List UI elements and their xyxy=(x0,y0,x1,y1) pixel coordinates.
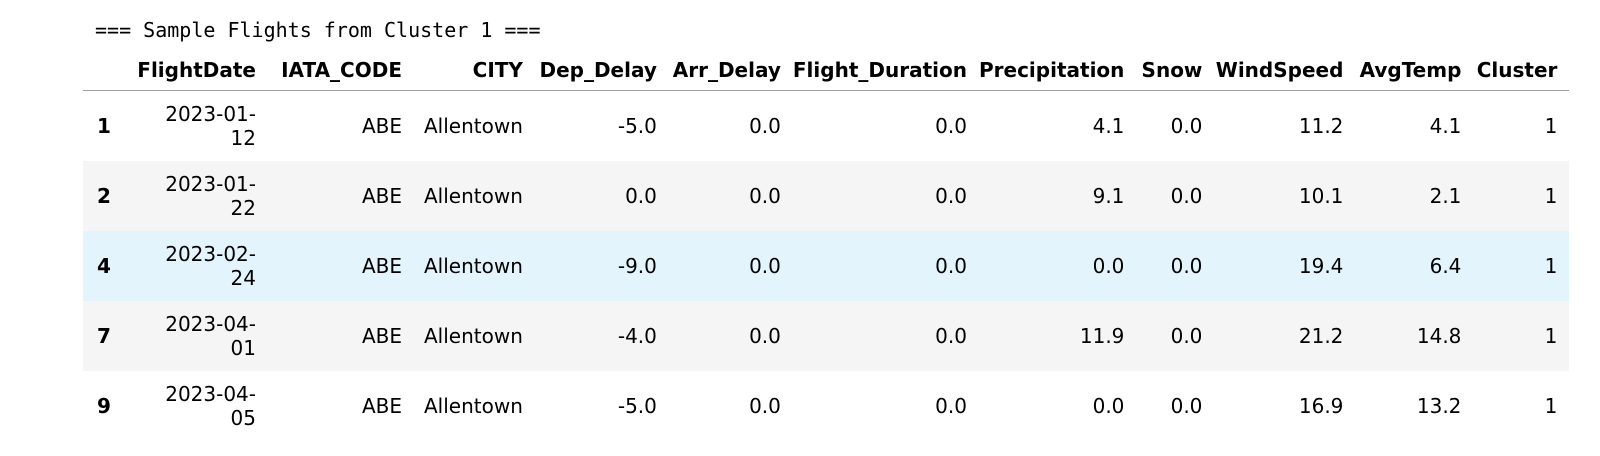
iata-code-cell: ABE xyxy=(361,183,402,208)
column-header-index xyxy=(83,50,131,91)
table-row: 7 2023-04- 01 ABE Allentown -4.0 0.0 0.0 … xyxy=(83,300,1570,371)
snow-cell: 0.0 xyxy=(1170,253,1203,278)
avgtemp-cell: 4.1 xyxy=(1429,113,1462,138)
dataframe-table: FlightDate IATA_CODE CITY Dep_Delay Arr_… xyxy=(83,50,1570,441)
date-part-bottom: 22 xyxy=(230,195,256,220)
flight-duration-cell: 0.0 xyxy=(935,323,967,348)
arr-delay-cell: 0.0 xyxy=(749,323,781,348)
row-index: 2 xyxy=(97,183,111,208)
flight-duration-cell: 0.0 xyxy=(935,393,967,418)
windspeed-cell: 10.1 xyxy=(1298,183,1344,208)
arr-delay-cell: 0.0 xyxy=(749,113,781,138)
flight-duration-cell: 0.0 xyxy=(935,253,967,278)
dep-delay-cell: -5.0 xyxy=(617,113,657,138)
cluster-cell: 1 xyxy=(1544,323,1558,348)
row-index: 1 xyxy=(97,113,111,138)
windspeed-cell: 21.2 xyxy=(1298,323,1344,348)
cluster-cell: 1 xyxy=(1544,113,1558,138)
date-part-top: 2023-04- xyxy=(165,381,256,406)
dep-delay-cell: -5.0 xyxy=(617,393,657,418)
precipitation-cell: 0.0 xyxy=(1092,393,1125,418)
column-header-precipitation: Precipitation xyxy=(978,50,1137,91)
flightdate-cell: 2023-04- 05 xyxy=(131,371,268,441)
row-index: 4 xyxy=(97,253,111,278)
iata-code-cell: ABE xyxy=(361,253,402,278)
city-cell: Allentown xyxy=(424,183,523,208)
windspeed-cell: 16.9 xyxy=(1298,393,1344,418)
precipitation-cell: 0.0 xyxy=(1092,253,1125,278)
snow-cell: 0.0 xyxy=(1170,323,1203,348)
table-row: 4 2023-02- 24 ABE Allentown -9.0 0.0 0.0 … xyxy=(83,230,1570,301)
city-cell: Allentown xyxy=(424,393,523,418)
iata-code-cell: ABE xyxy=(361,323,402,348)
iata-code-cell: ABE xyxy=(361,393,402,418)
column-header-snow: Snow xyxy=(1136,50,1215,91)
date-part-bottom: 01 xyxy=(230,335,256,360)
windspeed-cell: 11.2 xyxy=(1298,113,1344,138)
dep-delay-cell: 0.0 xyxy=(625,183,657,208)
arr-delay-cell: 0.0 xyxy=(749,393,781,418)
precipitation-cell: 9.1 xyxy=(1092,183,1125,208)
date-part-bottom: 05 xyxy=(230,405,256,430)
city-cell: Allentown xyxy=(424,323,523,348)
row-index: 9 xyxy=(97,393,111,418)
column-header-flightdate: FlightDate xyxy=(131,50,268,91)
row-index: 7 xyxy=(97,323,111,348)
snow-cell: 0.0 xyxy=(1170,113,1203,138)
column-header-avgtemp: AvgTemp xyxy=(1355,50,1474,91)
date-part-top: 2023-02- xyxy=(165,241,256,266)
dep-delay-cell: -4.0 xyxy=(617,323,657,348)
table-row: 1 2023-01- 12 ABE Allentown -5.0 0.0 0.0 … xyxy=(83,91,1569,161)
cluster-cell: 1 xyxy=(1544,393,1558,418)
dep-delay-cell: -9.0 xyxy=(617,253,657,278)
column-header-windspeed: WindSpeed xyxy=(1214,50,1356,91)
snow-cell: 0.0 xyxy=(1170,393,1203,418)
avgtemp-cell: 14.8 xyxy=(1416,323,1462,348)
date-part-bottom: 12 xyxy=(230,125,256,150)
flightdate-cell: 2023-04- 01 xyxy=(131,301,268,371)
column-header-city: CITY xyxy=(414,50,535,91)
flight-duration-cell: 0.0 xyxy=(935,183,967,208)
table-header-row: FlightDate IATA_CODE CITY Dep_Delay Arr_… xyxy=(83,50,1570,91)
arr-delay-cell: 0.0 xyxy=(749,253,781,278)
column-header-dep-delay: Dep_Delay xyxy=(534,50,669,91)
city-cell: Allentown xyxy=(424,253,523,278)
cell-output-area: === Sample Flights from Cluster 1 === xyxy=(95,0,1575,42)
flightdate-cell: 2023-01- 22 xyxy=(131,161,268,231)
flightdate-cell: 2023-02- 24 xyxy=(131,231,268,301)
flightdate-cell: 2023-01- 12 xyxy=(131,91,268,161)
avgtemp-cell: 6.4 xyxy=(1429,253,1462,278)
cluster-cell: 1 xyxy=(1544,253,1558,278)
avgtemp-cell: 13.2 xyxy=(1416,393,1462,418)
date-part-top: 2023-01- xyxy=(165,171,256,196)
column-header-flight-duration: Flight_Duration xyxy=(792,50,979,91)
precipitation-cell: 4.1 xyxy=(1092,113,1125,138)
date-part-top: 2023-04- xyxy=(165,311,256,336)
cluster-cell: 1 xyxy=(1544,183,1558,208)
stdout-text: === Sample Flights from Cluster 1 === xyxy=(95,18,541,42)
date-part-top: 2023-01- xyxy=(165,101,256,126)
column-header-cluster: Cluster xyxy=(1473,50,1570,91)
date-part-bottom: 24 xyxy=(230,265,256,290)
snow-cell: 0.0 xyxy=(1170,183,1203,208)
table-row: 2 2023-01- 22 ABE Allentown 0.0 0.0 0.0 9… xyxy=(83,160,1570,231)
table-row: 9 2023-04- 05 ABE Allentown -5.0 0.0 0.0 … xyxy=(83,371,1569,441)
arr-delay-cell: 0.0 xyxy=(749,183,781,208)
windspeed-cell: 19.4 xyxy=(1298,253,1344,278)
iata-code-cell: ABE xyxy=(361,113,402,138)
column-header-arr-delay: Arr_Delay xyxy=(668,50,793,91)
city-cell: Allentown xyxy=(424,113,523,138)
flight-duration-cell: 0.0 xyxy=(935,113,967,138)
precipitation-cell: 11.9 xyxy=(1079,323,1125,348)
column-header-iata-code: IATA_CODE xyxy=(268,50,414,91)
avgtemp-cell: 2.1 xyxy=(1429,183,1462,208)
